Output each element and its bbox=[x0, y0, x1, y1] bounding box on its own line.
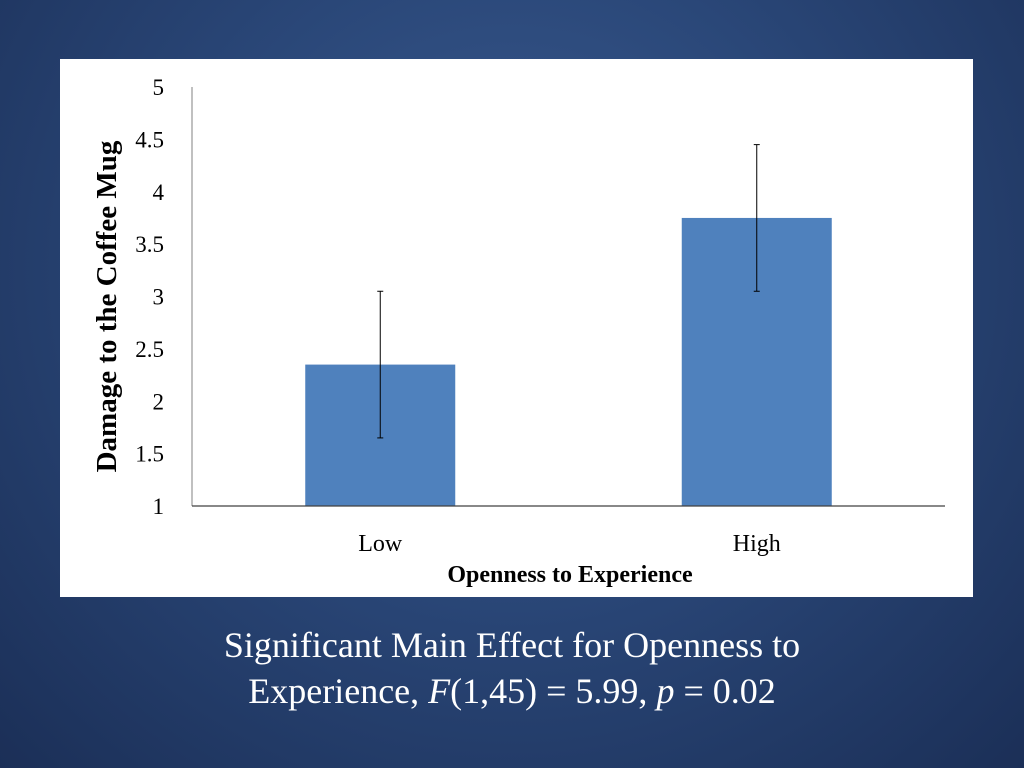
y-tick-label: 5 bbox=[153, 75, 165, 100]
y-tick-label: 1.5 bbox=[135, 442, 164, 467]
caption-p-symbol: p bbox=[656, 671, 675, 711]
caption-line-2: Experience, F(1,45) = 5.99, p = 0.02 bbox=[0, 668, 1024, 714]
y-axis-title: Damage to the Coffee Mug bbox=[91, 140, 123, 472]
y-tick-label: 4.5 bbox=[135, 127, 164, 152]
caption-f-symbol: F bbox=[428, 671, 451, 711]
x-axis-title: Openness to Experience bbox=[447, 562, 693, 588]
y-tick-label: 3 bbox=[153, 285, 165, 310]
x-tick-label: Low bbox=[358, 531, 403, 557]
y-tick-label: 1 bbox=[153, 494, 165, 519]
y-tick-label: 3.5 bbox=[135, 232, 164, 257]
x-tick-label: High bbox=[733, 531, 781, 557]
bar-chart: 1 1.5 2 2.5 3 3.5 4 4.5 5 Low High Damage to the … bbox=[91, 75, 945, 588]
y-tick-label: 2.5 bbox=[135, 337, 164, 362]
chart-panel: 1 1.5 2 2.5 3 3.5 4 4.5 5 Low High Damage to the … bbox=[60, 59, 973, 597]
y-tick-label: 4 bbox=[153, 180, 165, 205]
caption-prefix: Experience, bbox=[248, 671, 429, 711]
y-tick-label: 2 bbox=[153, 389, 165, 414]
caption-line-1: Significant Main Effect for Openness to bbox=[223, 625, 801, 665]
caption-p-value: = 0.02 bbox=[674, 671, 776, 711]
caption-f-args: (1,45) = 5.99, bbox=[450, 671, 657, 711]
slide-caption: Significant Main Effect for Openness to … bbox=[0, 622, 1024, 714]
